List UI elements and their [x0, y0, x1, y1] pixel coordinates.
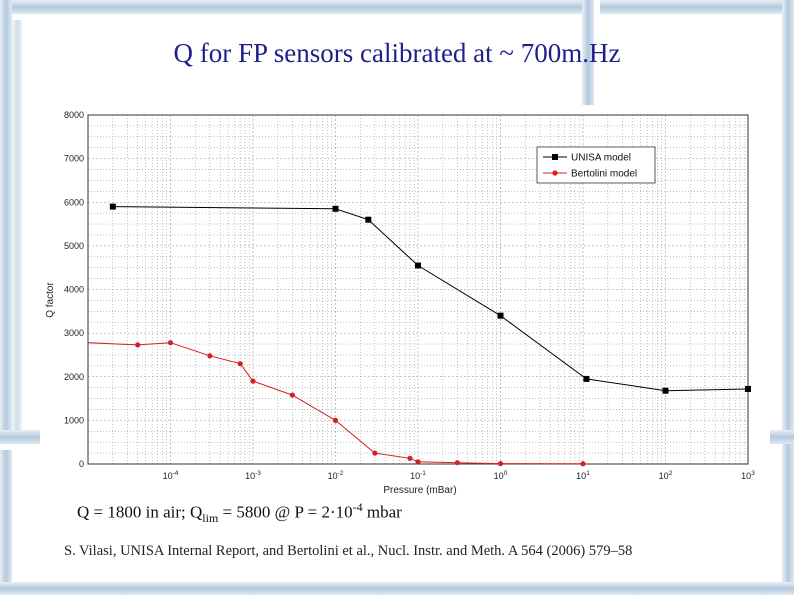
- chart-legend: UNISA model Bertolini model: [536, 146, 656, 184]
- legend-marker-unisa: [552, 154, 558, 160]
- y-tick-label: 6000: [64, 197, 84, 207]
- x-tick-label: 102: [659, 470, 673, 481]
- data-point-bertolini: [167, 340, 174, 346]
- data-point-unisa: [415, 262, 421, 269]
- data-point-unisa: [332, 205, 339, 212]
- x-axis-ticks: 10-4 10-3 10-2 10-1 100 101 102 103: [163, 470, 756, 481]
- x-tick-label: 10-4: [163, 470, 179, 481]
- y-tick-label: 1000: [64, 415, 84, 425]
- frame-top-left-bar: [0, 0, 590, 14]
- frame-right-divider-bar: [582, 0, 594, 120]
- data-point-bertolini: [372, 450, 378, 456]
- data-point-bertolini: [497, 460, 504, 467]
- frame-left-bar: [0, 0, 12, 440]
- y-axis-ticks: 0 1000 2000 3000 4000 5000 6000 7000 8000: [64, 110, 84, 469]
- caption-text-2: = 5800 @ P = 2·10: [218, 502, 353, 522]
- x-tick-label: 101: [576, 470, 590, 481]
- caption-subscript: lim: [202, 511, 219, 526]
- x-axis-label: Pressure (mBar): [383, 485, 456, 496]
- y-tick-label: 7000: [64, 154, 84, 164]
- data-point-unisa: [745, 385, 751, 392]
- frame-right-bar: [782, 0, 794, 595]
- frame-bottom-bar: [0, 582, 794, 595]
- data-point-bertolini: [207, 353, 213, 359]
- data-point-unisa: [109, 203, 116, 210]
- x-tick-label: 103: [741, 470, 755, 481]
- x-tick-label: 100: [494, 470, 508, 481]
- data-point-bertolini: [289, 392, 295, 398]
- frame-left-inner-bar: [12, 20, 22, 440]
- data-point-bertolini: [332, 417, 339, 423]
- chart-background: [40, 105, 770, 500]
- legend-box: [536, 146, 656, 184]
- y-tick-label: 0: [79, 459, 84, 469]
- data-point-bertolini: [237, 361, 243, 367]
- y-tick-label: 5000: [64, 241, 84, 251]
- frame-mid-left-bar: [0, 430, 40, 444]
- data-point-bertolini: [580, 461, 586, 467]
- y-tick-label: 8000: [64, 110, 84, 120]
- data-point-unisa: [497, 312, 504, 319]
- y-tick-label: 2000: [64, 372, 84, 382]
- caption-text-3: mbar: [362, 502, 402, 522]
- data-point-bertolini: [250, 378, 256, 384]
- legend-label-unisa: UNISA model: [571, 153, 631, 164]
- frame-top-right-bar: [600, 0, 794, 14]
- data-point-bertolini: [135, 342, 141, 348]
- x-tick-label: 10-2: [328, 470, 344, 481]
- y-tick-label: 3000: [64, 328, 84, 338]
- chart-series: [87, 203, 751, 467]
- legend-label-bertolini: Bertolini model: [571, 169, 637, 180]
- frame-left-lower-bar: [0, 450, 12, 595]
- data-point-unisa: [365, 216, 372, 223]
- legend-marker-bertolini: [552, 170, 558, 176]
- data-point-bertolini: [407, 455, 413, 461]
- reference-citation: S. Vilasi, UNISA Internal Report, and Be…: [64, 543, 633, 559]
- y-tick-label: 4000: [64, 285, 84, 295]
- caption-text-1: Q = 1800 in air; Q: [77, 502, 203, 522]
- x-tick-label: 10-3: [245, 470, 261, 481]
- slide-title: Q for FP sensors calibrated at ~ 700m.Hz: [173, 38, 621, 68]
- data-point-bertolini: [415, 459, 421, 465]
- data-point-unisa: [583, 375, 590, 382]
- x-tick-label: 10-1: [410, 470, 426, 481]
- caption-superscript: -4: [352, 500, 363, 514]
- data-point-bertolini: [454, 460, 460, 466]
- y-axis-label: Q factor: [45, 282, 56, 318]
- chart-grid: [88, 115, 748, 464]
- data-point-unisa: [662, 387, 669, 394]
- series-line-unisa: [112, 206, 749, 392]
- caption: Q = 1800 in air; Qlim = 5800 @ P = 2·10-…: [77, 500, 402, 526]
